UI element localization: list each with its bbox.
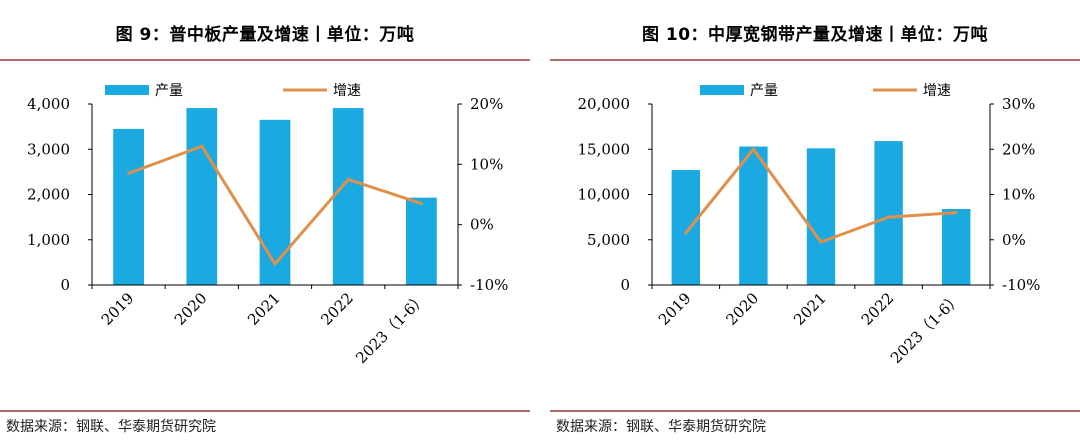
growth-point-2 <box>273 262 277 266</box>
y-right-tick-label: 10% <box>1002 186 1035 204</box>
y-left-tick-label: 4,000 <box>27 95 70 113</box>
bar-2 <box>806 148 836 285</box>
bar-3 <box>332 108 364 285</box>
x-tick-label: 2023（1-6） <box>352 289 430 367</box>
x-tick-label: 2023（1-6） <box>887 289 965 367</box>
legend-bar-swatch <box>700 85 744 95</box>
source-rule <box>0 410 530 412</box>
source-note: 数据来源：钢联、华泰期货研究院 <box>6 419 216 435</box>
title-rule <box>0 59 530 61</box>
legend-line-label: 增速 <box>923 83 951 99</box>
bar-2 <box>259 119 291 286</box>
growth-point-4 <box>419 202 423 206</box>
x-tick-label: 2020 <box>722 289 762 329</box>
chart-panel-left: 图 9：普中板产量及增速丨单位：万吨 0 1,000 2,000 3,000 4,000… <box>0 0 530 448</box>
y-right-tick-label: 30% <box>1002 95 1035 113</box>
chart-title: 图 9：普中板产量及增速丨单位：万吨 <box>115 25 415 45</box>
y-right-tick-label: 0% <box>1002 231 1026 249</box>
source-rule <box>550 410 1080 412</box>
y-right-tick-label: 10% <box>470 155 503 173</box>
y-right-tick-label: -10% <box>470 276 508 294</box>
bar-0 <box>113 128 144 285</box>
legend-line-label: 增速 <box>333 83 361 99</box>
bar-4 <box>406 197 437 285</box>
bar-1 <box>739 146 768 285</box>
source-note: 数据来源：钢联、华泰期货研究院 <box>556 419 766 435</box>
bar-1 <box>186 108 218 285</box>
legend-bar-swatch <box>105 85 149 95</box>
legend-bar-label: 产量 <box>750 83 778 99</box>
y-left-tick-label: 0 <box>620 276 630 294</box>
y-left-tick-label: 3,000 <box>27 140 70 158</box>
x-tick-label: 2021 <box>244 289 284 329</box>
growth-point-3 <box>887 215 891 219</box>
y-left-tick-label: 0 <box>60 276 70 294</box>
bar-0 <box>671 170 700 285</box>
bar-4 <box>942 208 971 285</box>
bar-3 <box>874 141 903 285</box>
x-tick-label: 2019 <box>98 289 138 329</box>
chart-1: 0 5,000 10,000 15,000 20,000 -10% 0% 10% 20% 30% 2… <box>578 83 1041 367</box>
y-left-tick-label: 1,000 <box>27 231 70 249</box>
y-right-tick-label: 20% <box>1002 140 1035 158</box>
growth-point-3 <box>346 177 350 181</box>
y-right-tick-label: 0% <box>470 216 494 234</box>
y-left-tick-label: 5,000 <box>587 231 630 249</box>
y-right-tick-label: -10% <box>1002 276 1040 294</box>
y-right-tick-label: 20% <box>470 95 503 113</box>
x-tick-label: 2021 <box>790 289 830 329</box>
y-left-tick-label: 15,000 <box>578 140 631 158</box>
growth-point-0 <box>127 171 131 175</box>
growth-point-1 <box>200 144 204 148</box>
y-left-tick-label: 20,000 <box>578 95 631 113</box>
x-tick-label: 2022 <box>858 289 898 329</box>
growth-point-4 <box>954 211 958 215</box>
growth-point-0 <box>684 231 688 235</box>
chart-panel-right: 图 10：中厚宽钢带产量及增速丨单位：万吨 0 5,000 10,000 15,000… <box>550 0 1080 448</box>
growth-point-1 <box>751 147 755 151</box>
y-left-tick-label: 2,000 <box>27 186 70 204</box>
y-left-tick-label: 10,000 <box>578 186 631 204</box>
chart-0: 0 1,000 2,000 3,000 4,000 -10% 0% 10% 20% 2019 202… <box>27 83 508 367</box>
x-tick-label: 2022 <box>317 289 357 329</box>
legend-bar-label: 产量 <box>155 83 183 99</box>
x-tick-label: 2020 <box>171 289 211 329</box>
chart-title: 图 10：中厚宽钢带产量及增速丨单位：万吨 <box>641 25 989 45</box>
x-tick-label: 2019 <box>655 289 695 329</box>
title-rule <box>550 59 1080 61</box>
growth-point-2 <box>819 240 823 244</box>
